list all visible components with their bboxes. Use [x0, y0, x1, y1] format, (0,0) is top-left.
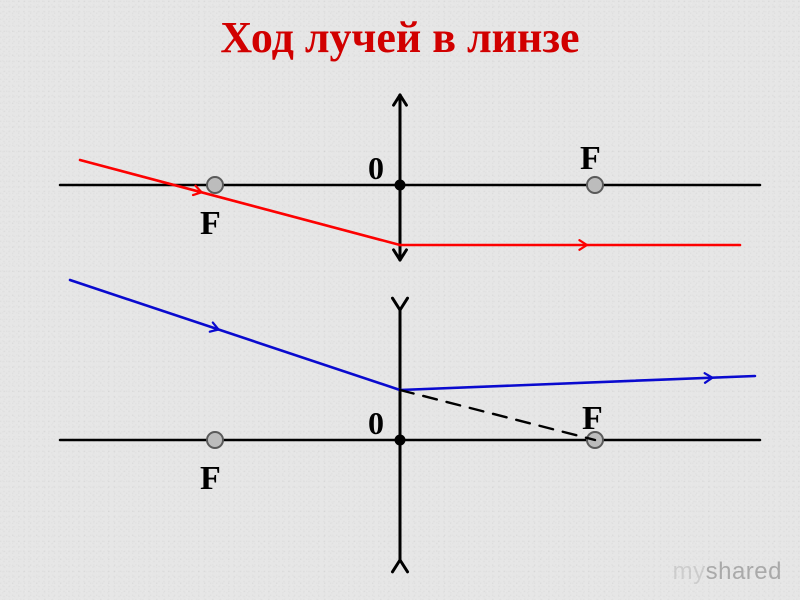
label-F-left-bottom: F — [200, 460, 221, 498]
label-F-right-top: F — [580, 140, 601, 178]
label-zero-top: 0 — [368, 150, 384, 187]
diagram-svg — [0, 0, 800, 600]
watermark-right: shared — [706, 558, 782, 585]
label-F-right-bottom: F — [582, 400, 603, 438]
label-zero-bottom: 0 — [368, 405, 384, 442]
label-F-left-top: F — [200, 205, 221, 243]
watermark: myshared — [673, 558, 782, 586]
watermark-left: my — [673, 558, 706, 585]
diagram-canvas: Ход лучей в линзе 0 F F 0 F F myshared — [0, 0, 800, 600]
